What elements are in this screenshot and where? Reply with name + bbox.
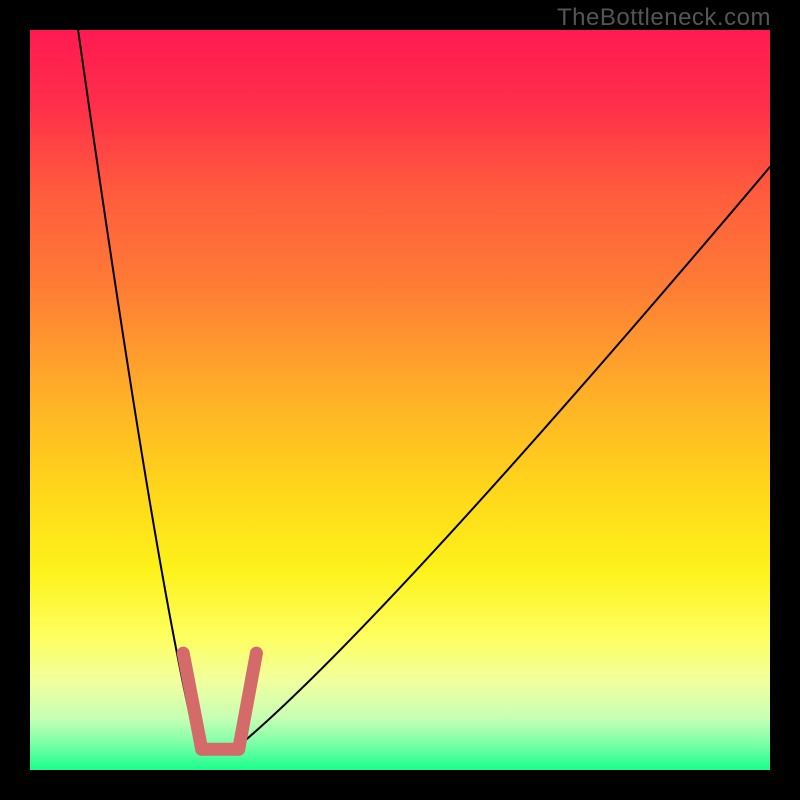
plot-gradient xyxy=(30,30,770,770)
watermark-text: TheBottleneck.com xyxy=(557,4,771,32)
chart-svg xyxy=(0,0,800,800)
chart-stage: TheBottleneck.com xyxy=(0,0,800,800)
